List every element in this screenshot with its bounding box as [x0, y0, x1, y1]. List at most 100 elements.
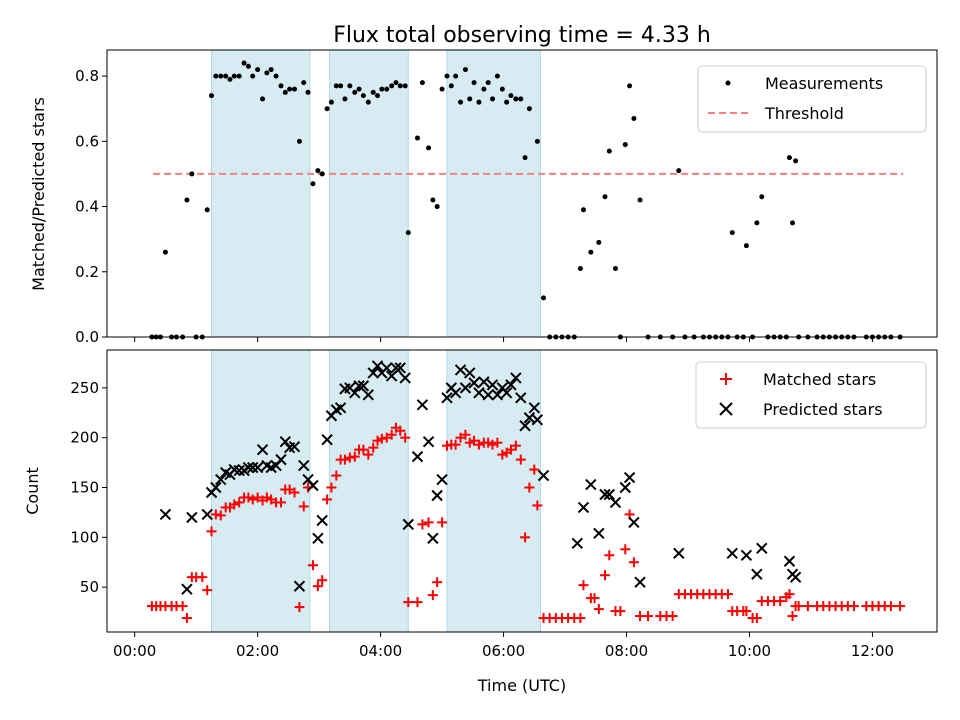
shaded-interval	[211, 349, 311, 633]
measurement-point	[333, 83, 339, 89]
measurement-point	[273, 73, 279, 79]
predicted-star-point	[181, 583, 193, 595]
measurement-point	[379, 86, 385, 92]
shaded-interval	[446, 49, 541, 338]
predicted-star-point	[593, 527, 605, 540]
predicted-star-stroke	[402, 518, 414, 531]
predicted-star-point	[233, 464, 245, 477]
predicted-star-point	[349, 387, 361, 399]
predicted-star-stroke	[431, 489, 443, 502]
matched-star-point	[298, 501, 309, 512]
matched-star-point	[202, 585, 213, 596]
predicted-star-point	[334, 402, 347, 414]
measurement-point	[296, 138, 302, 144]
measurement-point	[754, 220, 760, 226]
measurement-point	[522, 155, 528, 161]
matched-star-point	[593, 604, 604, 615]
top-x-ticks	[134, 337, 873, 342]
measurement-point	[328, 99, 334, 105]
matched-star-point	[450, 439, 461, 450]
predicted-star-point	[673, 547, 685, 559]
x-tick-label: 08:00	[605, 642, 648, 660]
matched-star-point	[229, 499, 240, 510]
predicted-star-point	[307, 479, 319, 492]
measurement-point	[580, 207, 586, 213]
measurement-point	[793, 158, 799, 164]
predicted-star-stroke	[416, 399, 429, 411]
predicted-star-point	[459, 382, 472, 394]
bottom-x-ticks: 00:00 02:00 04:00 06:00 08:00 10:00 12:00	[113, 632, 894, 660]
predicted-star-point	[298, 459, 310, 472]
bottom-axes-frame	[106, 349, 938, 633]
measurement-point	[189, 171, 195, 177]
measurement-point	[241, 60, 247, 66]
predicted-star-point	[159, 508, 172, 521]
predicted-star-point	[381, 362, 393, 374]
matched-star-point	[275, 497, 286, 508]
matched-star-point	[432, 577, 443, 588]
matched-star-point	[643, 611, 654, 622]
predicted-star-stroke	[449, 387, 462, 399]
predicted-star-point	[449, 387, 462, 399]
measurement-point	[255, 67, 261, 73]
y-tick-label: 200	[70, 429, 99, 447]
measurement-point	[577, 266, 583, 272]
measurement-point	[375, 93, 381, 99]
measurement-point	[209, 93, 215, 99]
predicted-star-stroke	[302, 473, 314, 486]
matched-star-point	[473, 439, 484, 450]
predicted-star-stroke	[500, 387, 513, 399]
measurement-point	[287, 86, 293, 92]
measurement-point	[292, 86, 298, 92]
predicted-star-point	[436, 473, 448, 486]
matched-star-point	[532, 500, 543, 511]
measurement-point	[444, 73, 450, 79]
matched-star-point	[487, 439, 498, 450]
measurement-point	[245, 63, 251, 69]
measurement-point	[315, 168, 321, 174]
bottom-panel: 50 100 150 200 250 00:00 02:00 04:00 06:00 08:00…	[23, 349, 938, 695]
matched-star-point	[787, 611, 798, 622]
predicted-star-stroke	[159, 508, 172, 521]
matched-star-point	[620, 544, 631, 555]
measurement-point	[637, 197, 643, 203]
matched-star-point	[427, 590, 438, 601]
predicted-star-stroke	[751, 568, 763, 580]
predicted-star-point	[623, 471, 636, 484]
measurement-point	[499, 86, 505, 92]
measurement-point	[310, 181, 316, 187]
measurement-point	[184, 197, 190, 203]
predicted-star-stroke	[599, 488, 611, 501]
predicted-star-stroke	[593, 527, 605, 540]
predicted-star-stroke	[390, 362, 402, 374]
measurement-point	[513, 96, 519, 102]
measurement-point	[405, 230, 411, 236]
predicted-star-point	[603, 488, 616, 501]
measurement-point	[534, 138, 540, 144]
predicted-star-point	[312, 532, 324, 545]
measurement-point	[471, 80, 477, 86]
predicted-star-point	[279, 435, 292, 448]
measurement-point	[612, 266, 618, 272]
predicted-star-point	[789, 571, 802, 583]
measurement-point	[504, 99, 510, 105]
predicted-star-point	[515, 392, 527, 404]
predicted-star-stroke	[215, 473, 227, 486]
legend-matched-label: Matched stars	[763, 370, 876, 389]
matched-star-point	[339, 454, 350, 465]
matched-star-point	[751, 613, 762, 624]
measurement-point	[476, 99, 482, 105]
predicted-star-point	[609, 496, 622, 509]
top-y-ticks: 0.0 0.2 0.4 0.6 0.8	[75, 67, 107, 346]
legend-measurements-marker	[725, 80, 731, 86]
matched-star-point	[520, 532, 531, 543]
predicted-star-point	[441, 392, 453, 404]
predicted-star-point	[500, 387, 513, 399]
matched-star-point	[667, 611, 678, 622]
measurement-point	[352, 89, 358, 95]
predicted-star-stroke	[519, 420, 531, 432]
bottom-y-ticks: 50 100 150 200 250	[70, 379, 107, 596]
predicted-star-stroke	[233, 464, 245, 477]
predicted-star-stroke	[427, 532, 439, 545]
measurement-point	[448, 83, 454, 89]
